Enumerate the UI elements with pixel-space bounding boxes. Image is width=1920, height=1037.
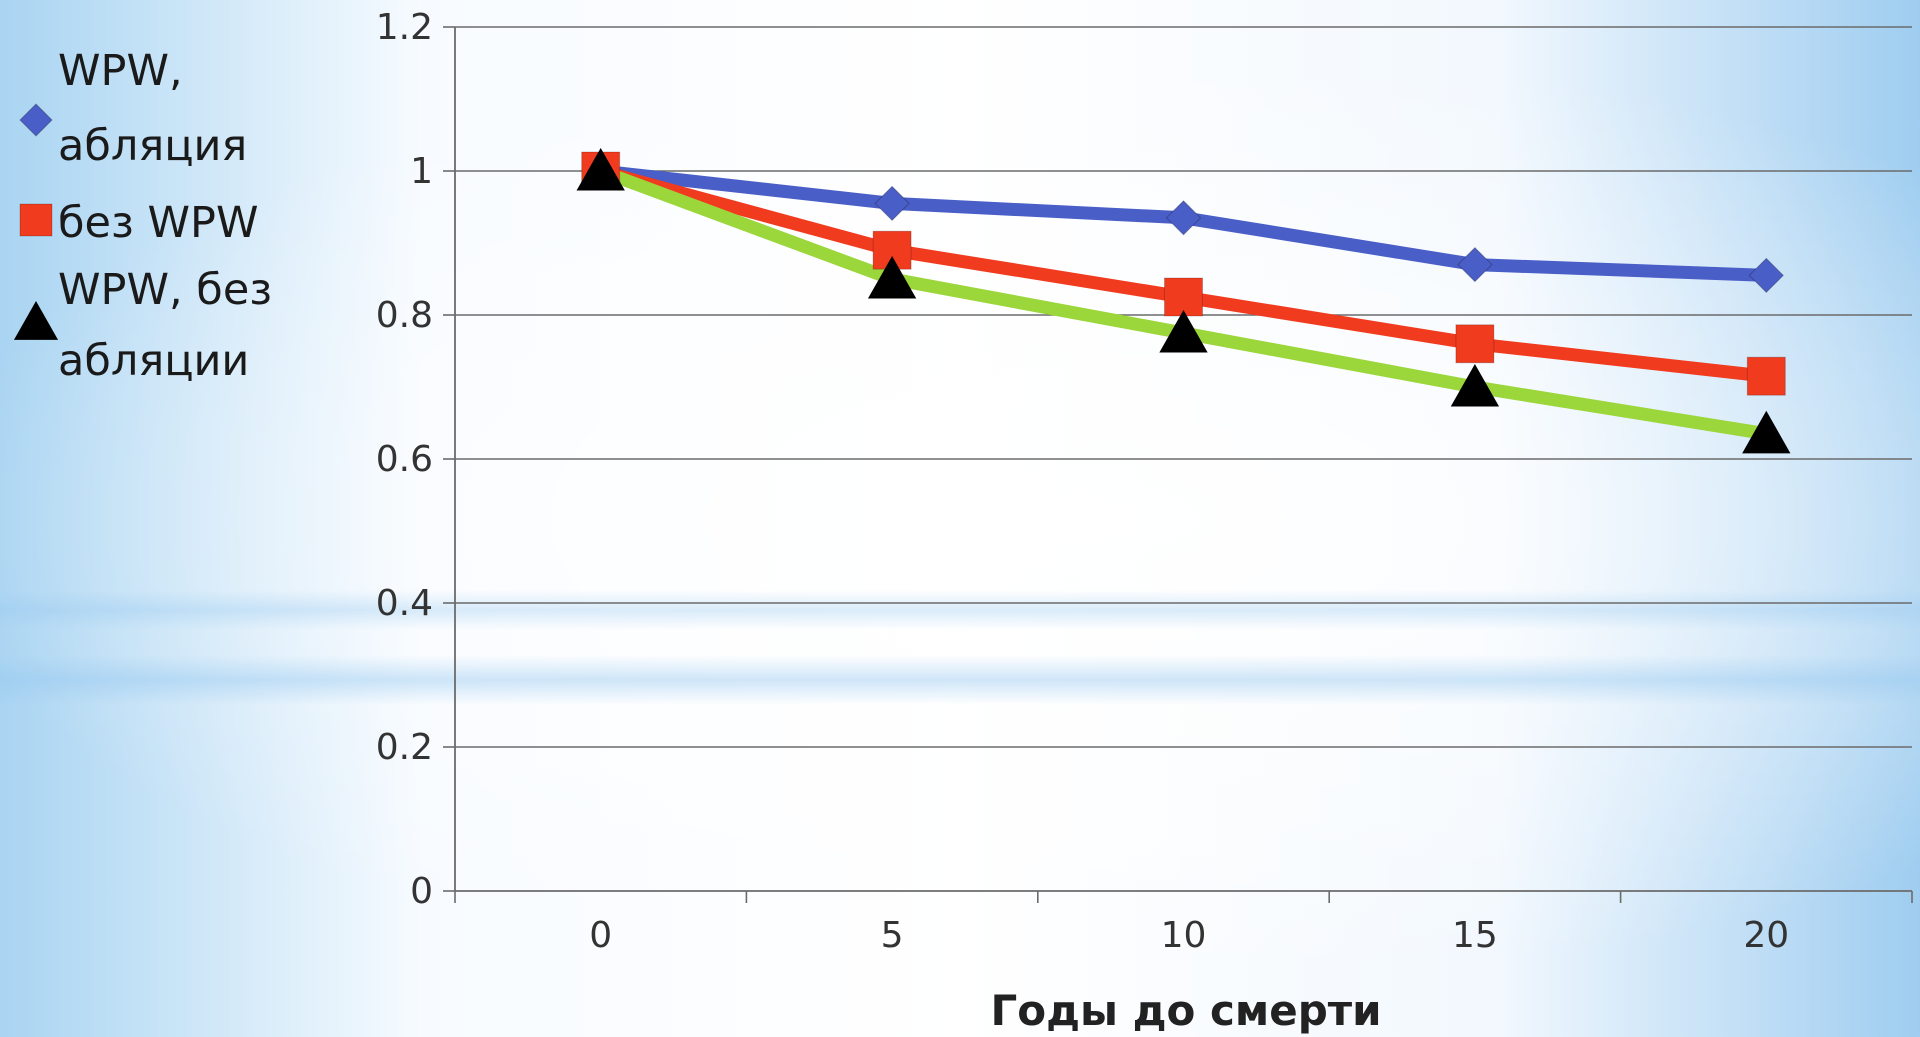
grid-lines bbox=[455, 26, 1912, 748]
marker-1-3 bbox=[1455, 324, 1495, 364]
legend-label-0-1: абляция bbox=[58, 121, 247, 171]
y-tick-label-4: 0.8 bbox=[376, 295, 433, 336]
legend-label-2-0: WPW, без bbox=[58, 265, 272, 315]
legend-marker-1 bbox=[19, 203, 53, 237]
marker-2-0 bbox=[576, 148, 625, 191]
marker-0-3 bbox=[1457, 246, 1493, 283]
legend-marker-0 bbox=[19, 103, 53, 137]
x-tick-label-1: 5 bbox=[881, 915, 904, 956]
series-markers bbox=[576, 148, 1791, 454]
axes bbox=[443, 26, 1913, 903]
x-tick-label-2: 10 bbox=[1161, 915, 1207, 956]
marker-2-2 bbox=[1159, 310, 1208, 353]
y-tick-label-5: 1 bbox=[410, 151, 433, 192]
y-tick-label-2: 0.4 bbox=[376, 583, 433, 624]
x-tick-label-3: 15 bbox=[1452, 915, 1498, 956]
x-tick-labels: 0 5 10 15 20 bbox=[589, 915, 1789, 956]
marker-0-2 bbox=[1165, 200, 1202, 236]
y-tick-label-6: 1.2 bbox=[376, 7, 433, 48]
marker-1-4 bbox=[1746, 356, 1786, 396]
x-axis-title: Годы до смерти bbox=[990, 986, 1381, 1035]
x-tick-label-0: 0 bbox=[589, 915, 612, 956]
y-tick-label-1: 0.2 bbox=[376, 727, 433, 768]
marker-2-1 bbox=[867, 256, 917, 299]
marker-0-4 bbox=[1748, 257, 1785, 294]
x-tick-label-4: 20 bbox=[1743, 915, 1789, 956]
legend-marker-2 bbox=[13, 301, 59, 340]
legend-label-2-1: абляции bbox=[58, 336, 249, 386]
marker-2-3 bbox=[1450, 364, 1500, 407]
marker-2-4 bbox=[1742, 410, 1791, 454]
y-tick-labels: 0 0.2 0.4 0.6 0.8 1 1.2 bbox=[376, 7, 433, 912]
y-tick-label-3: 0.6 bbox=[376, 439, 433, 480]
legend: WPW, абляция без WPW WPW, без абляции bbox=[13, 46, 272, 386]
legend-label-1-0: без WPW bbox=[58, 198, 258, 248]
marker-0-1 bbox=[874, 185, 910, 222]
y-tick-label-0: 0 bbox=[410, 871, 433, 912]
legend-label-0-0: WPW, bbox=[58, 46, 183, 96]
